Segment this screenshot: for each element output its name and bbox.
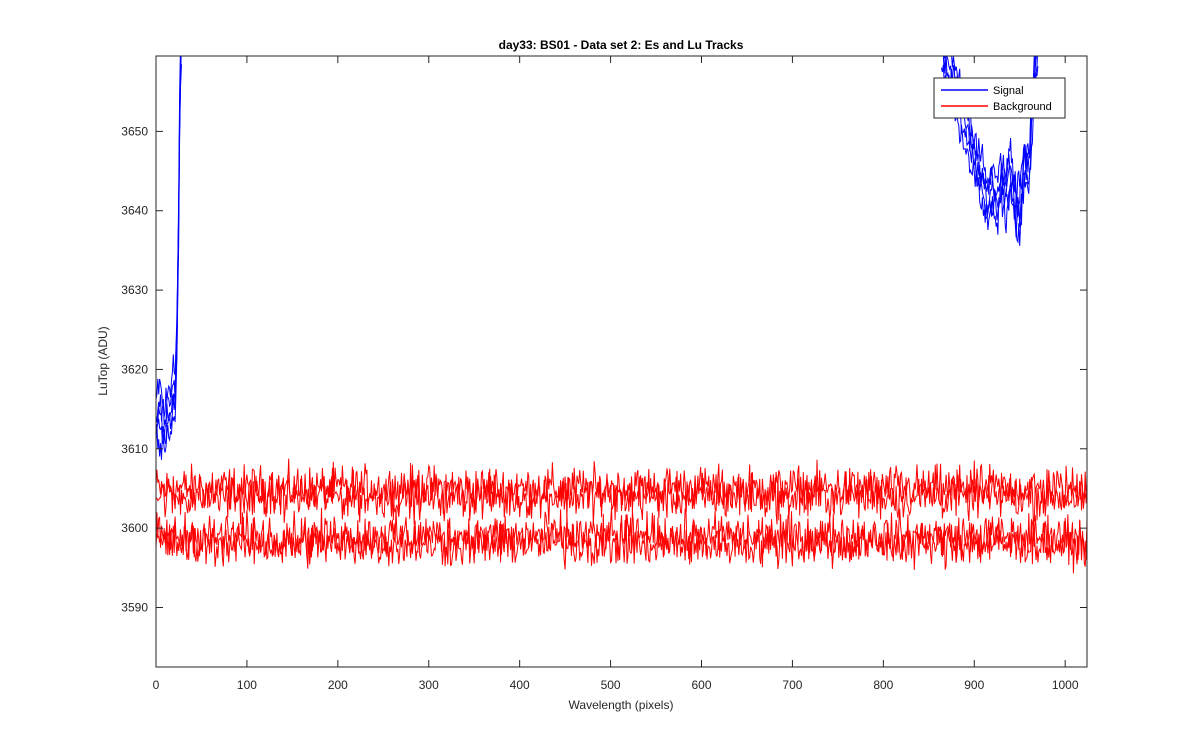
y-tick-label: 3630 — [121, 283, 148, 297]
y-tick-label: 3590 — [121, 600, 148, 614]
tick-layer: 0 100 200 300 400 500 600 700 800 900 1000 3590 3600… — [121, 56, 1087, 692]
chart-title: day33: BS01 - Data set 2: Es and Lu Trac… — [499, 38, 744, 52]
x-tick-label: 100 — [237, 678, 257, 692]
y-tick-label: 3650 — [121, 124, 148, 138]
y-tick-label: 3640 — [121, 204, 148, 218]
x-tick-label: 700 — [782, 678, 802, 692]
x-tick-label: 800 — [873, 678, 893, 692]
signal-line-4-0 — [156, 56, 181, 417]
legend-signal-label: Signal — [993, 85, 1024, 97]
x-tick-label: 900 — [964, 678, 984, 692]
y-axis-label: LuTop (ADU) — [96, 326, 110, 395]
y-tick-label: 3600 — [121, 521, 148, 535]
background-line-1 — [156, 468, 1087, 525]
x-axis-label: Wavelength (pixels) — [569, 698, 674, 712]
x-tick-label: 0 — [153, 678, 160, 692]
axes-box — [155, 55, 1088, 668]
x-tick-label: 500 — [601, 678, 621, 692]
x-tick-label: 200 — [328, 678, 348, 692]
x-tick-label: 1000 — [1052, 678, 1079, 692]
legend-background-label: Background — [993, 101, 1052, 113]
legend-box — [933, 77, 1066, 119]
background-line-0 — [156, 458, 1087, 521]
signal-line-0-1 — [941, 64, 1039, 246]
background-line-3 — [156, 514, 1087, 574]
legend: Signal Background — [933, 77, 1066, 119]
y-tick-label: 3610 — [121, 442, 148, 456]
x-tick-label: 600 — [691, 678, 711, 692]
x-tick-label: 400 — [510, 678, 530, 692]
x-tick-label: 300 — [419, 678, 439, 692]
y-tick-label: 3620 — [121, 362, 148, 376]
plot-area — [156, 56, 1087, 667]
